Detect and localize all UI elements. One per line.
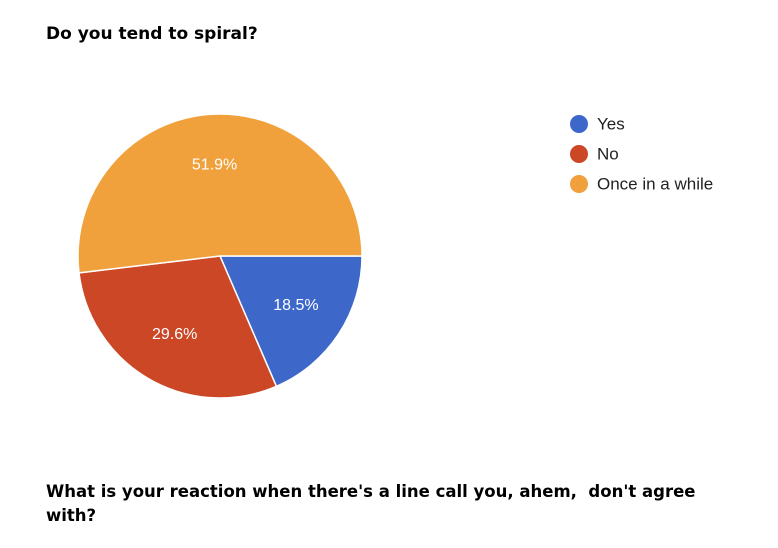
slice-label: 29.6% xyxy=(152,326,197,343)
pie-slice xyxy=(218,255,363,388)
legend-swatch xyxy=(570,145,588,163)
question-text: What is your reaction when there's a lin… xyxy=(46,482,702,525)
slice-label: 51.9% xyxy=(192,157,237,174)
legend-swatch xyxy=(570,175,588,193)
chart-title: Do you tend to spiral? xyxy=(46,24,258,44)
legend-label: Yes xyxy=(597,114,625,133)
pie-slice xyxy=(78,255,278,399)
chart: Do you tend to spiral? 18.5% 29.6% 51.9% Ye… xyxy=(46,24,713,399)
legend-swatch xyxy=(570,115,588,133)
legend-label: Once in a while xyxy=(597,174,713,193)
slice-label: 18.5% xyxy=(273,297,318,314)
legend-label: No xyxy=(597,144,619,163)
pie-slice xyxy=(77,113,363,274)
